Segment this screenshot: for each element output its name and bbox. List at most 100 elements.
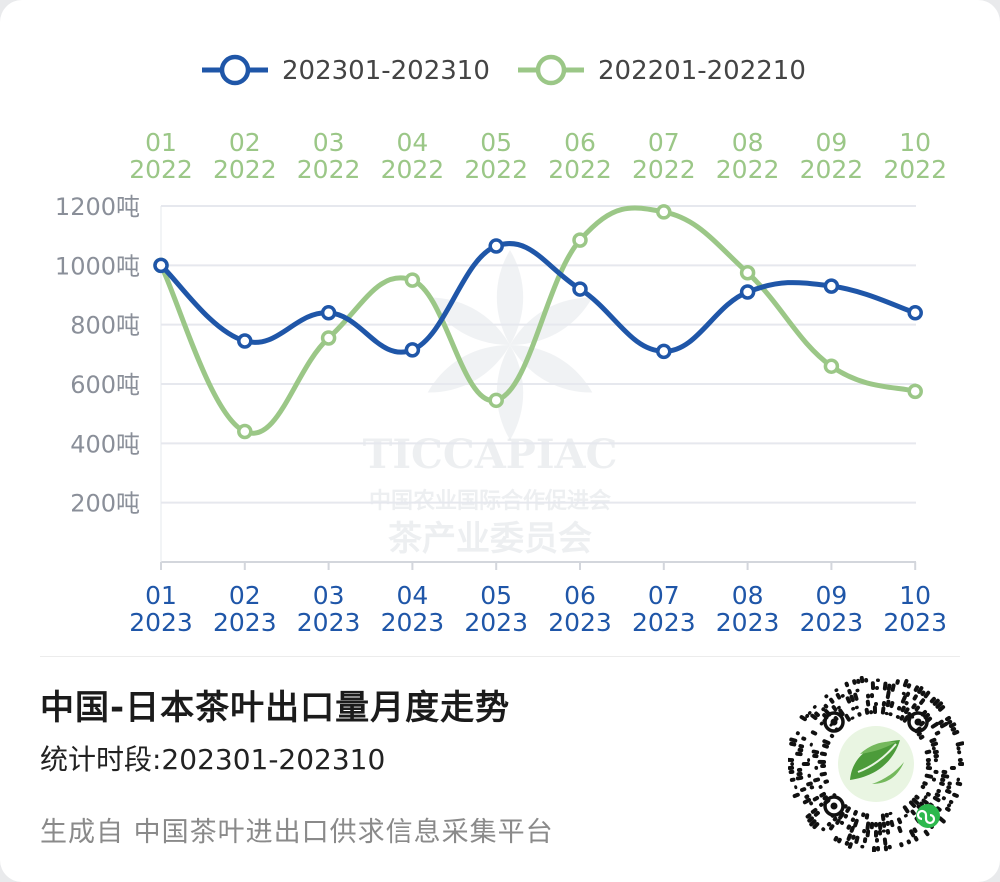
qr-dot [950,726,957,732]
qr-dot [900,695,907,704]
qr-dot [946,785,952,790]
qr-dot [886,683,892,692]
data-point-202201-202210[interactable] [237,423,253,440]
qr-dot [885,828,891,835]
top-x-tick-label: 09 2022 [800,128,864,184]
qr-dot [884,711,889,716]
qr-dot [929,696,936,704]
qr-dot [956,777,961,782]
data-point-202301-202310[interactable] [823,278,840,294]
data-point-202201-202210[interactable] [739,265,756,281]
data-point-202201-202210[interactable] [488,392,504,409]
qr-dot [814,711,820,717]
qr-dot [929,737,937,744]
qr-dot [805,713,810,718]
qr-dot [789,777,796,782]
data-point-202201-202210[interactable] [572,232,588,248]
qr-dot [869,821,875,830]
qr-finder-marker [823,795,845,817]
mini-program-qr-code[interactable] [788,676,964,852]
qr-dot [834,688,839,693]
qr-dot [788,769,795,775]
qr-dot [792,792,800,799]
qr-dot [938,816,946,824]
qr-dot [945,715,952,722]
qr-dot [799,715,807,722]
data-point-202201-202210[interactable] [404,272,421,288]
qr-dot [948,722,957,729]
qr-dot [869,693,875,699]
qr-dot [826,821,832,827]
qr-dot [923,795,928,800]
qr-dot [874,830,878,838]
data-point-202301-202310[interactable] [488,238,504,254]
qr-dot [819,792,827,798]
qr-dot [919,698,926,705]
data-point-202301-202310[interactable] [153,257,169,274]
qr-dot [829,824,835,831]
qr-dot [895,679,900,685]
qr-dot [913,836,919,842]
qr-dot [829,733,835,739]
qr-dot [805,813,812,819]
qr-dot [843,813,848,819]
qr-dot [853,692,859,701]
qr-dot [947,803,952,808]
qr-dot [921,798,929,805]
legend-item-202301-202310[interactable]: 202301-202310 [202,54,490,86]
qr-dot [864,813,870,820]
bottom-x-tick-label: 08 2023 [716,581,780,637]
bottom-x-tick-label: 03 2023 [297,581,361,637]
data-point-202301-202310[interactable] [404,342,421,358]
data-point-202301-202310[interactable] [320,305,337,321]
qr-dot [819,771,827,777]
legend-item-202201-202210[interactable]: 202201-202210 [518,54,806,86]
top-x-tick-label: 08 2022 [716,128,780,184]
data-point-202201-202210[interactable] [823,358,840,374]
qr-dot [822,743,829,749]
qr-dot [916,731,922,737]
qr-dot [831,705,838,712]
chart-title: 中国-日本茶叶出口量月度走势 [40,688,511,728]
qr-dot [802,797,812,805]
y-tick-label: 1000吨 [55,252,140,280]
qr-dot [819,802,824,807]
qr-dot [918,734,925,740]
qr-dot [920,690,926,697]
data-point-202301-202310[interactable] [237,333,253,349]
qr-dot [958,762,964,766]
qr-dot [902,805,910,814]
data-point-202201-202210[interactable] [656,204,672,220]
qr-dot [844,681,850,688]
qr-dot [934,730,941,736]
qr-dot [817,759,827,765]
data-point-202301-202310[interactable] [572,281,588,297]
qr-dot [807,773,812,778]
qr-dot [846,824,852,830]
qr-dot [865,829,871,838]
qr-dot [812,822,820,830]
qr-dot [874,701,878,706]
qr-dot [957,750,962,755]
qr-dot [809,742,813,747]
qr-dot [812,796,820,802]
data-point-202201-202210[interactable] [907,383,923,400]
top-x-tick-label: 02 2022 [213,128,277,184]
qr-dot [821,827,826,832]
qr-dot [885,699,891,708]
qr-dot [854,835,860,844]
qr-dot [851,707,856,711]
data-point-202301-202310[interactable] [907,305,923,321]
qr-finder-dot [830,718,838,726]
qr-dot [865,699,871,707]
qr-dot [901,691,906,696]
qr-dot [789,737,798,743]
qr-dot [807,816,814,823]
watermark-leaf-petal [510,297,593,345]
qr-dot [823,703,829,709]
y-tick-label: 800吨 [70,312,140,340]
data-point-202201-202210[interactable] [320,330,337,346]
qr-dot [798,744,805,749]
data-point-202301-202310[interactable] [656,343,672,360]
data-point-202301-202310[interactable] [739,284,756,300]
